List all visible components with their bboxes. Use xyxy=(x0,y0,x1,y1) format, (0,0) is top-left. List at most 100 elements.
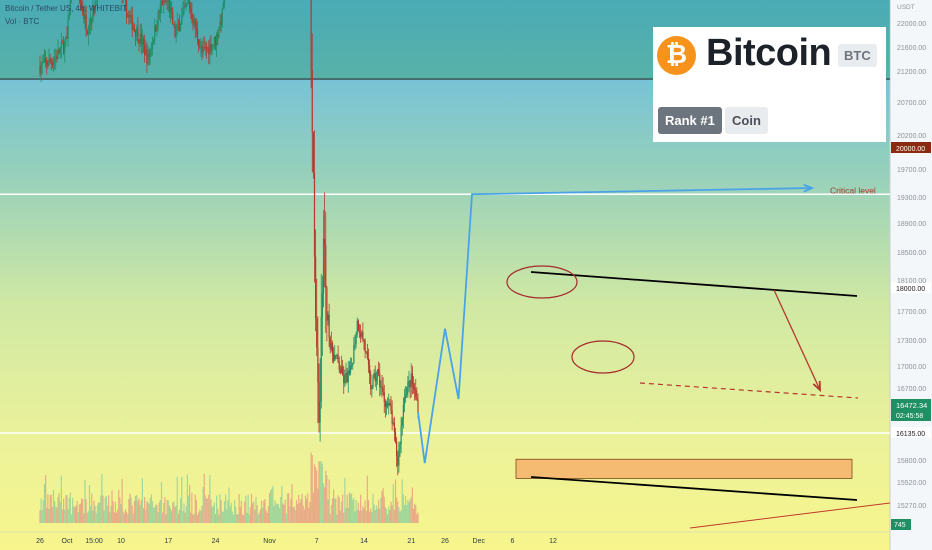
volume-bar xyxy=(140,500,142,523)
volume-bar xyxy=(375,505,377,523)
volume-bar xyxy=(95,512,97,523)
candle-body xyxy=(339,369,341,373)
volume-bar xyxy=(244,501,246,523)
volume-bar xyxy=(147,502,149,523)
volume-bar xyxy=(90,506,92,523)
volume-bar xyxy=(270,490,272,523)
candle-body xyxy=(176,23,178,30)
volume-bar xyxy=(265,510,267,523)
volume-bar xyxy=(105,495,107,523)
candle-body xyxy=(396,441,398,457)
candle-body xyxy=(166,1,168,3)
volume-bar xyxy=(318,461,320,523)
volume-bar xyxy=(319,461,321,523)
volume-bar xyxy=(223,501,226,523)
volume-bar xyxy=(213,502,215,523)
volume-bar xyxy=(133,500,136,523)
volume-bar xyxy=(283,504,285,523)
volume-bar xyxy=(358,510,361,523)
volume-bar xyxy=(247,494,249,523)
candle-body xyxy=(214,37,217,46)
volume-bar xyxy=(46,507,48,523)
volume-bar xyxy=(324,487,326,523)
volume-bar xyxy=(276,504,278,523)
candle-body xyxy=(398,449,400,466)
coin-badge: ₿ Bitcoin BTC Rank #1 Coin xyxy=(653,27,886,142)
volume-bar xyxy=(172,502,174,523)
volume-bar xyxy=(180,498,182,523)
volume-bar xyxy=(61,509,64,523)
candle-body xyxy=(63,43,65,53)
volume-bar xyxy=(298,495,300,523)
candle-body xyxy=(94,1,96,14)
volume-bar xyxy=(202,487,204,523)
candle-body xyxy=(317,347,319,383)
price-tick: 19300.00 xyxy=(897,195,926,202)
volume-bar xyxy=(387,514,389,523)
candle-body xyxy=(355,334,357,344)
candle-body xyxy=(157,11,159,28)
volume-bar xyxy=(246,512,248,523)
volume-bar xyxy=(158,502,160,523)
candle-body xyxy=(384,401,386,407)
volume-bar xyxy=(361,510,363,523)
volume-bar xyxy=(58,493,60,523)
volume-bar xyxy=(392,483,394,523)
candle-body xyxy=(318,382,320,423)
volume-bar xyxy=(286,493,289,523)
volume-bar xyxy=(254,509,256,523)
volume-bar xyxy=(414,503,416,523)
volume-bar xyxy=(185,506,187,523)
candle-body xyxy=(199,46,201,48)
volume-bar xyxy=(214,514,217,523)
volume-bar xyxy=(165,514,167,523)
candle-body xyxy=(362,332,364,340)
volume-bar xyxy=(220,500,222,523)
volume-bar xyxy=(198,512,200,523)
candle-body xyxy=(153,40,155,44)
volume-bar xyxy=(328,479,330,523)
candle-body xyxy=(142,38,145,45)
volume-bar xyxy=(154,507,156,523)
candle-body xyxy=(195,28,197,30)
candle-body xyxy=(151,43,154,49)
volume-bar xyxy=(321,463,323,523)
volume-bar xyxy=(294,509,296,523)
volume-bar xyxy=(307,493,309,523)
price-tick: 20700.00 xyxy=(897,100,926,107)
candle-body xyxy=(171,7,173,13)
candle-body xyxy=(201,45,203,53)
volume-bar xyxy=(337,495,339,523)
volume-bar xyxy=(51,506,53,523)
candle-body xyxy=(380,386,382,388)
candle-body xyxy=(84,14,86,19)
volume-bar xyxy=(384,506,386,523)
price-tick: 20200.00 xyxy=(897,133,926,140)
volume-bar xyxy=(376,508,379,523)
volume-bar xyxy=(277,503,280,523)
candle-body xyxy=(79,0,82,4)
volume-bar xyxy=(382,488,384,523)
candle-body xyxy=(366,352,368,359)
candle-body xyxy=(50,61,52,63)
candle-body xyxy=(172,12,174,25)
price-tick: 16135.00 xyxy=(896,431,925,438)
volume-bar xyxy=(330,505,332,523)
volume-bar xyxy=(385,508,388,523)
volume-bar xyxy=(73,506,75,523)
volume-bar xyxy=(63,498,65,523)
volume-bar xyxy=(82,499,84,523)
candle-body xyxy=(66,36,68,39)
volume-bar xyxy=(48,508,50,523)
candle-body xyxy=(174,24,176,37)
volume-bar xyxy=(237,514,239,523)
volume-bar xyxy=(192,514,194,523)
volume-bar xyxy=(290,498,292,523)
volume-bar xyxy=(373,504,375,523)
volume-bar xyxy=(354,511,356,523)
candle-body xyxy=(200,45,202,47)
candle-body xyxy=(357,320,359,332)
volume-bar xyxy=(331,498,334,523)
volume-bar xyxy=(348,492,350,523)
volume-bar xyxy=(343,512,345,523)
